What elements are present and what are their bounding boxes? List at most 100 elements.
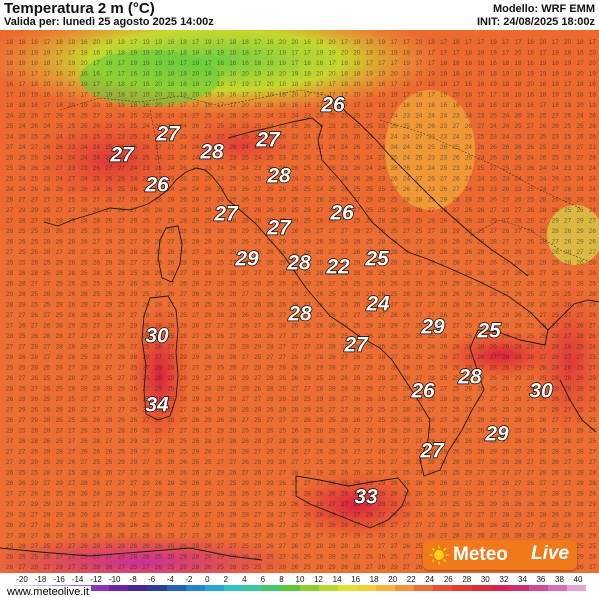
temperature-label: 27 <box>266 217 292 240</box>
grid-value: 27 <box>56 207 64 214</box>
grid-value: 26 <box>291 228 299 235</box>
grid-value: 24 <box>316 186 324 193</box>
grid-value: 26 <box>31 260 39 267</box>
grid-value: 27 <box>527 438 535 445</box>
grid-value: 19 <box>254 71 262 78</box>
grid-value: 19 <box>527 71 535 78</box>
grid-value: 24 <box>514 176 522 183</box>
grid-value: 26 <box>80 438 88 445</box>
temperature-label: 29 <box>484 423 509 446</box>
grid-value: 28 <box>93 438 101 445</box>
grid-value: 29 <box>80 344 88 351</box>
grid-value: 27 <box>564 218 572 225</box>
grid-value: 25 <box>428 491 436 498</box>
italy-coast <box>204 117 549 477</box>
grid-value: 29 <box>502 249 510 256</box>
grid-value: 26 <box>142 428 150 435</box>
grid-value: 19 <box>564 102 572 109</box>
grid-value: 18 <box>502 102 510 109</box>
grid-value: 26 <box>192 512 200 519</box>
grid-value: 16 <box>167 39 175 46</box>
grid-value: 26 <box>31 249 39 256</box>
legend-tick-label: 30 <box>480 575 490 584</box>
grid-value: 29 <box>192 260 200 267</box>
source-url[interactable]: www.meteolive.it <box>5 586 91 598</box>
grid-value: 25 <box>539 375 547 382</box>
grid-value: 28 <box>428 438 436 445</box>
grid-value: 29 <box>452 281 460 288</box>
grid-value: 29 <box>477 417 485 424</box>
grid-value: 28 <box>56 354 64 361</box>
grid-value: 25 <box>415 218 423 225</box>
grid-value: 24 <box>403 134 411 141</box>
grid-value: 26 <box>118 554 126 561</box>
grid-value: 27 <box>291 417 299 424</box>
grid-value: 28 <box>68 228 76 235</box>
grid-value: 26 <box>527 491 535 498</box>
grid-value: 27 <box>155 291 163 298</box>
grid-value: 28 <box>93 470 101 477</box>
grid-value: 28 <box>229 312 237 319</box>
grid-value: 27 <box>589 323 597 330</box>
grid-value: 29 <box>403 218 411 225</box>
grid-value: 28 <box>118 428 126 435</box>
grid-value: 29 <box>68 491 76 498</box>
grid-value: 27 <box>490 207 498 214</box>
grid-value: 26 <box>242 113 250 120</box>
grid-value: 28 <box>428 396 436 403</box>
grid-value: 23 <box>440 123 448 130</box>
grid-value: 27 <box>6 533 14 540</box>
grid-value: 29 <box>440 281 448 288</box>
grid-value: 29 <box>465 291 473 298</box>
grid-value: 25 <box>527 323 535 330</box>
grid-value: 26 <box>415 144 423 151</box>
grid-value: 27 <box>552 113 560 120</box>
grid-value: 26 <box>514 438 522 445</box>
grid-value: 18 <box>192 81 200 88</box>
grid-value: 26 <box>452 417 460 424</box>
grid-value: 27 <box>254 375 262 382</box>
grid-value: 28 <box>18 396 26 403</box>
grid-value: 17 <box>341 92 349 99</box>
grid-value: 25 <box>254 144 262 151</box>
grid-value: 26 <box>576 270 584 277</box>
grid-value: 27 <box>68 480 76 487</box>
legend-tick-label: 38 <box>555 575 564 584</box>
grid-value: 26 <box>452 333 460 340</box>
grid-value: 26 <box>105 449 113 456</box>
grid-value: 27 <box>341 249 349 256</box>
grid-value: 25 <box>217 123 225 130</box>
grid-value: 24 <box>93 155 101 162</box>
grid-value: 27 <box>217 323 225 330</box>
grid-value: 27 <box>440 323 448 330</box>
grid-value: 26 <box>490 155 498 162</box>
grid-value: 25 <box>539 134 547 141</box>
grid-value: 25 <box>192 501 200 508</box>
grid-value: 28 <box>31 564 39 571</box>
grid-value: 26 <box>56 228 64 235</box>
grid-value: 26 <box>18 134 26 141</box>
grid-value: 26 <box>552 197 560 204</box>
grid-value: 26 <box>18 480 26 487</box>
grid-value: 26 <box>390 270 398 277</box>
grid-value: 25 <box>291 522 299 529</box>
grid-value: 18 <box>242 39 250 46</box>
grid-value: 18 <box>56 92 64 99</box>
grid-value: 19 <box>155 39 163 46</box>
legend-swatch <box>319 585 339 591</box>
grid-value: 24 <box>502 123 510 130</box>
legend-tick-label: 34 <box>517 575 527 584</box>
grid-value: 26 <box>279 365 287 372</box>
grid-value: 17 <box>254 92 262 99</box>
grid-value: 26 <box>266 543 274 550</box>
po-hot <box>180 120 300 170</box>
grid-value: 26 <box>80 543 88 550</box>
grid-value: 27 <box>440 533 448 540</box>
grid-value: 29 <box>155 386 163 393</box>
grid-value: 29 <box>291 218 299 225</box>
grid-value: 18 <box>118 50 126 57</box>
grid-value: 28 <box>428 417 436 424</box>
grid-value: 25 <box>80 260 88 267</box>
grid-value: 25 <box>366 123 374 130</box>
grid-value: 26 <box>316 281 324 288</box>
